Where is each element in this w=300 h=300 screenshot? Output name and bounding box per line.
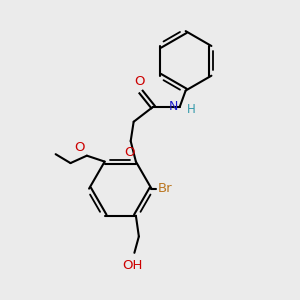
Text: H: H	[187, 103, 196, 116]
Text: O: O	[74, 141, 85, 154]
Text: OH: OH	[123, 259, 143, 272]
Text: O: O	[134, 75, 145, 88]
Text: N: N	[169, 100, 178, 113]
Text: O: O	[124, 146, 134, 158]
Text: Br: Br	[158, 182, 172, 195]
